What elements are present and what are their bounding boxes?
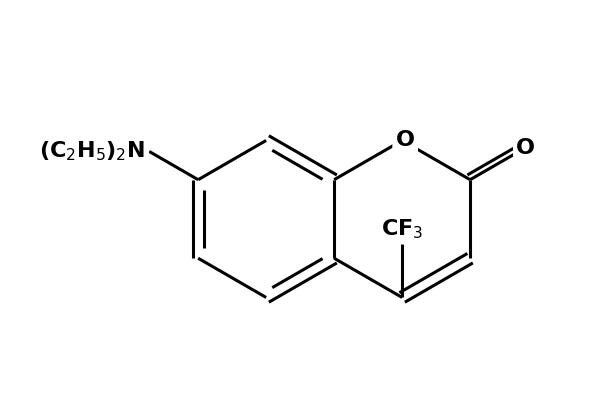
Text: O: O xyxy=(517,138,535,158)
Text: O: O xyxy=(395,130,415,150)
Text: (C$_2$H$_5$)$_2$N: (C$_2$H$_5$)$_2$N xyxy=(40,140,145,163)
Text: CF$_3$: CF$_3$ xyxy=(381,218,423,241)
